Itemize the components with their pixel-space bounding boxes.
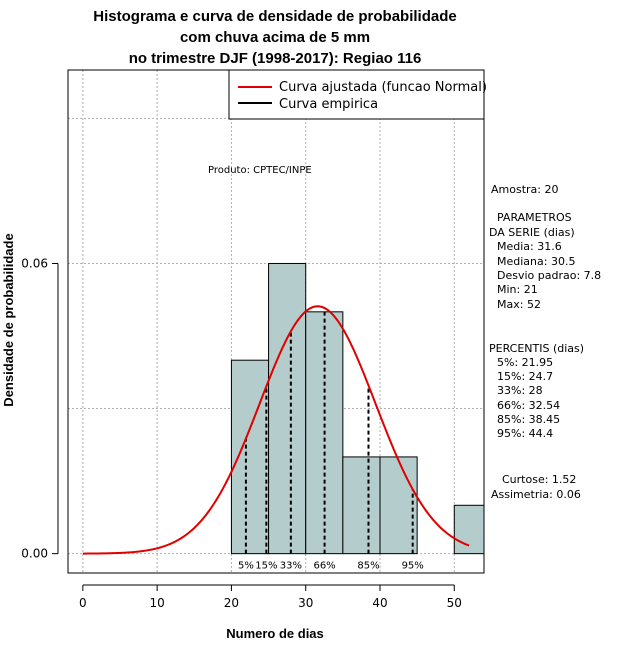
percentil-33: 33%: 28: [497, 384, 543, 397]
x-tick-label: 50: [447, 596, 462, 610]
histogram-bar: [342, 456, 381, 555]
params-title-1: PARAMETROS: [497, 211, 572, 224]
x-axis-title: Numero de dias: [226, 626, 324, 641]
param-desvio: Desvio padrao: 7.8: [497, 269, 601, 282]
curve-layer: [82, 305, 470, 555]
params-title-2: DA SERIE (dias): [489, 226, 575, 239]
sample-size: Amostra: 20: [491, 183, 558, 196]
legend-box: [228, 69, 485, 120]
x-tick-label: 40: [372, 596, 387, 610]
histogram-bar: [453, 504, 485, 555]
percentis-title: PERCENTIS (dias): [489, 342, 584, 355]
stats-panel: Amostra: 20 PARAMETROS DA SERIE (dias) M…: [489, 183, 601, 501]
percentil-66: 66%: 32.54: [497, 399, 560, 412]
percentil-5: 5%: 21.95: [497, 356, 553, 369]
param-media: Media: 31.6: [497, 240, 562, 253]
percentile-label: 33%: [280, 561, 302, 572]
x-tick-label: 10: [150, 596, 165, 610]
percentil-15: 15%: 24.7: [497, 370, 553, 383]
histogram-bar: [379, 456, 418, 555]
y-tick-label: 0.00: [21, 547, 48, 561]
curtose: Curtose: 1.52: [502, 473, 576, 486]
chart-title-line-1: Histograma e curva de densidade de proba…: [93, 8, 456, 25]
chart-title-line-3: no trimestre DJF (1998-2017): Regiao 116: [129, 50, 422, 67]
param-max: Max: 52: [497, 298, 541, 311]
percentil-95: 95%: 44.4: [497, 427, 553, 440]
percentil-85: 85%: 38.45: [497, 413, 560, 426]
normal-curve: [82, 305, 470, 555]
percentile-label: 5%: [238, 561, 254, 572]
histogram-bar: [230, 359, 270, 555]
legend: Curva ajustada (funcao Normal) Curva emp…: [228, 69, 487, 120]
x-tick-label: 0: [79, 596, 87, 610]
y-tick-label: 0.06: [21, 256, 48, 270]
percentile-label: 85%: [357, 561, 379, 572]
legend-label-normal: Curva ajustada (funcao Normal): [279, 80, 487, 95]
percentile-label: 95%: [402, 561, 424, 572]
percentile-label: 66%: [313, 561, 335, 572]
legend-label-empirical: Curva empirica: [279, 97, 378, 112]
axis-layer: 0 10 20 30 40 50 0.00 0.06: [21, 256, 462, 610]
percentile-label: 15%: [255, 561, 277, 572]
x-tick-label: 20: [224, 596, 239, 610]
param-mediana: Mediana: 30.5: [497, 255, 575, 268]
chart-title-line-2: com chuva acima de 5 mm: [180, 29, 370, 46]
param-min: Min: 21: [497, 283, 538, 296]
percentile-layer: 5% 15% 33% 66% 85% 95%: [238, 308, 424, 572]
x-tick-label: 30: [298, 596, 313, 610]
credit-text: Produto: CPTEC/INPE: [208, 165, 312, 176]
assimetria: Assimetria: 0.06: [491, 488, 581, 501]
y-axis-title: Densidade de probabilidade: [1, 233, 16, 406]
histogram-bar: [268, 262, 307, 555]
